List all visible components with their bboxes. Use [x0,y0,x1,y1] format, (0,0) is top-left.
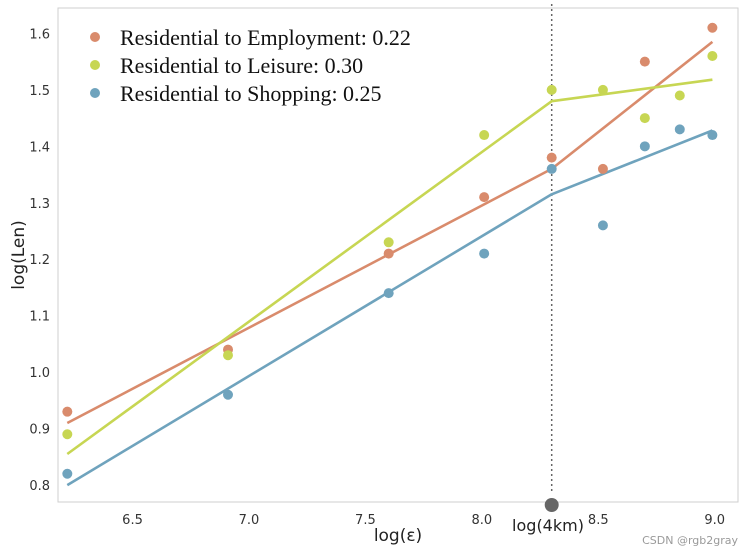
legend-label-2: Residential to Shopping: 0.25 [120,81,382,106]
point-s2-7 [674,124,685,135]
y-tick-label-3: 1.1 [29,310,50,325]
point-s0-5 [597,163,608,174]
legend-label-0: Residential to Employment: 0.22 [120,25,411,50]
point-s1-0 [62,429,73,440]
y-tick-label-2: 1.0 [29,366,50,381]
point-s1-6 [639,113,650,124]
point-s2-4 [546,163,557,174]
point-s1-4 [546,84,557,95]
y-tick-label-8: 1.6 [29,27,50,42]
point-s2-8 [707,130,718,141]
legend-marker-2 [90,88,100,98]
fit-line-2 [66,129,713,487]
data-points [62,22,718,479]
point-s0-7 [707,22,718,33]
vertical-line-label: log(4km) [512,516,584,535]
y-tick-label-4: 1.2 [29,253,50,268]
legend: Residential to Employment: 0.22 Residenti… [90,25,411,106]
x-tick-label-4: 8.5 [588,513,609,528]
point-s0-6 [639,56,650,67]
point-s1-5 [597,84,608,95]
legend-label-1: Residential to Leisure: 0.30 [120,53,363,78]
point-s0-3 [479,192,490,203]
point-s0-4 [546,152,557,163]
y-tick-label-7: 1.5 [29,84,50,99]
legend-marker-1 [90,60,100,70]
y-axis-title: log(Len) [9,220,29,290]
x-tick-label-1: 7.0 [239,513,260,528]
fit-line-1 [66,78,713,456]
point-s1-3 [479,130,490,141]
watermark: CSDN @rgb2gray [642,534,738,547]
reference-marker [544,498,559,512]
y-tick-label-1: 0.9 [29,423,50,438]
x-tick-label-5: 9.0 [704,513,725,528]
point-s2-0 [62,468,73,479]
point-s2-6 [639,141,650,152]
point-s1-1 [223,350,233,361]
x-axis-title: log(ε) [374,526,422,546]
point-s1-2 [383,237,394,248]
point-s1-8 [707,50,718,61]
x-tick-label-2: 7.5 [355,513,376,528]
point-s0-0 [62,406,73,417]
point-s2-3 [479,248,490,259]
point-s1-7 [674,90,685,101]
y-tick-label-5: 1.3 [29,197,50,212]
point-s0-2 [383,248,394,259]
reference-line-group [544,4,559,512]
point-s2-5 [597,220,608,231]
legend-marker-0 [90,32,100,42]
point-s2-1 [223,389,233,400]
point-s2-2 [383,288,394,299]
x-tick-label-3: 8.0 [471,513,492,528]
plot-frame [57,7,739,503]
y-tick-label-0: 0.8 [29,479,50,494]
x-ticks: 6.5 7.0 7.5 8.0 8.5 9.0 [122,513,725,528]
y-ticks: 0.8 0.9 1.0 1.1 1.2 1.3 1.4 1.5 1.6 [29,27,50,494]
y-tick-label-6: 1.4 [29,140,50,155]
x-tick-label-0: 6.5 [122,513,143,528]
fit-lines [66,40,714,487]
